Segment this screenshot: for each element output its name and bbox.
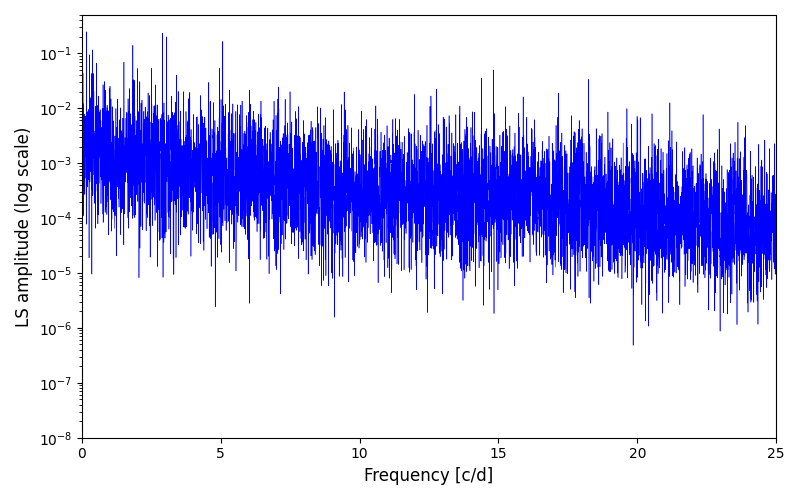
Y-axis label: LS amplitude (log scale): LS amplitude (log scale) (15, 126, 33, 326)
X-axis label: Frequency [c/d]: Frequency [c/d] (364, 467, 494, 485)
